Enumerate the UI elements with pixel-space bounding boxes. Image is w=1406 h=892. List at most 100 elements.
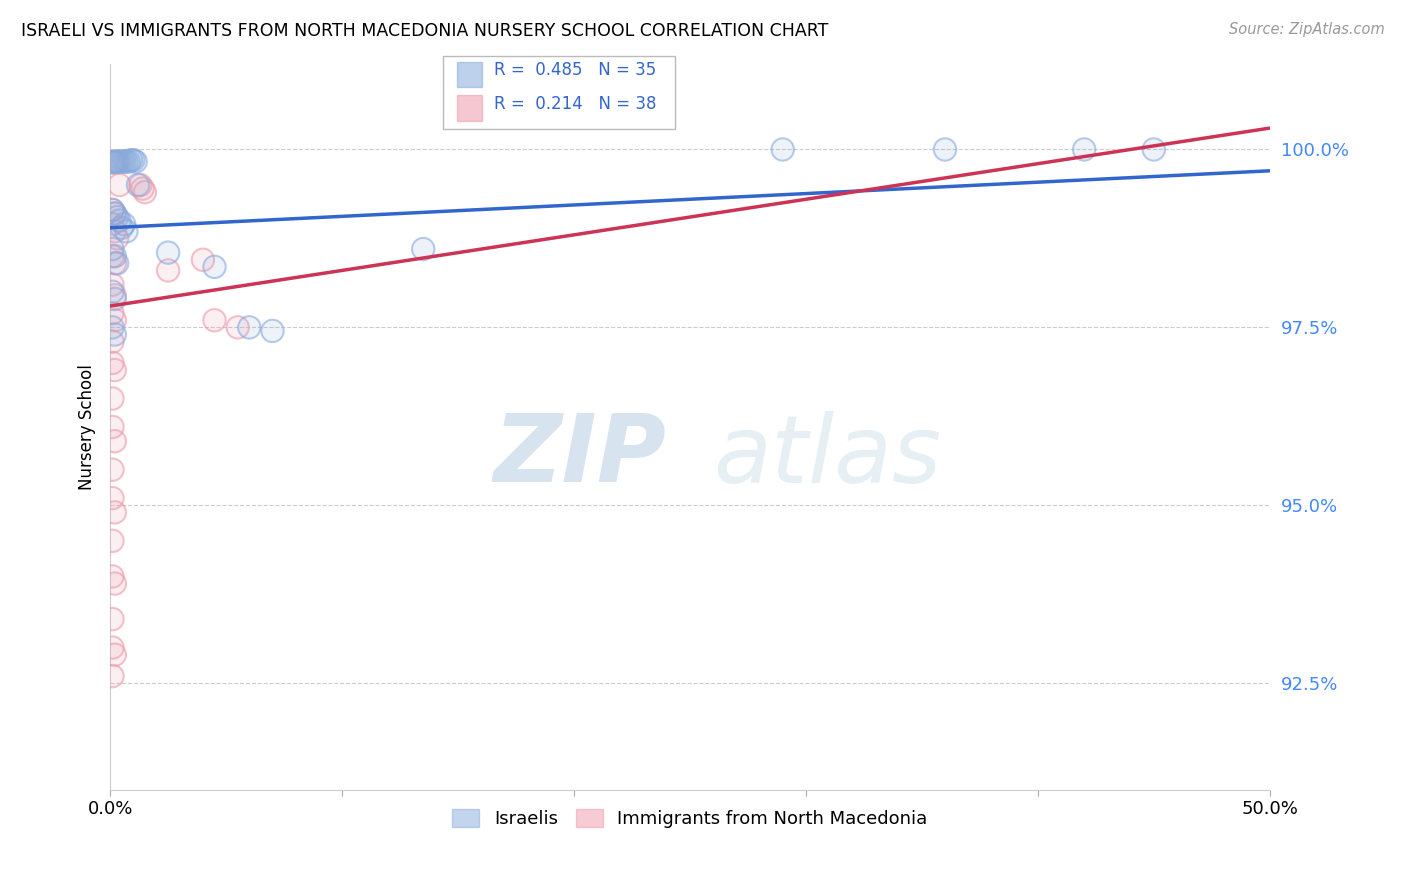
Point bbox=[120, 153, 142, 168]
Point bbox=[105, 154, 128, 169]
Point bbox=[108, 178, 131, 192]
Point bbox=[118, 154, 141, 169]
Text: atlas: atlas bbox=[713, 410, 942, 501]
Point bbox=[101, 612, 124, 626]
Point bbox=[101, 249, 124, 263]
Point bbox=[101, 202, 124, 217]
Point bbox=[104, 505, 127, 519]
Point bbox=[134, 185, 156, 199]
Point bbox=[101, 612, 124, 626]
Point bbox=[115, 154, 138, 169]
Point bbox=[112, 217, 135, 231]
Point bbox=[772, 143, 794, 157]
Point bbox=[101, 491, 124, 505]
Point bbox=[108, 213, 131, 227]
Point bbox=[101, 217, 124, 231]
Point bbox=[104, 434, 127, 449]
Point bbox=[101, 202, 124, 217]
Point bbox=[105, 231, 128, 245]
Point bbox=[101, 320, 124, 334]
Point bbox=[104, 505, 127, 519]
Point bbox=[157, 245, 180, 260]
Point bbox=[108, 178, 131, 192]
Point bbox=[101, 420, 124, 434]
Point bbox=[204, 313, 226, 327]
Point bbox=[204, 313, 226, 327]
Point bbox=[104, 327, 127, 342]
Point bbox=[104, 648, 127, 662]
Point bbox=[101, 217, 124, 231]
Point bbox=[412, 242, 434, 256]
Point bbox=[127, 178, 149, 192]
Text: R =  0.485   N = 35: R = 0.485 N = 35 bbox=[494, 62, 655, 79]
Point bbox=[120, 153, 142, 168]
Point bbox=[105, 256, 128, 270]
Point bbox=[129, 178, 152, 192]
Point bbox=[101, 202, 124, 217]
Point bbox=[124, 154, 146, 169]
Point bbox=[105, 210, 128, 224]
Point bbox=[104, 249, 127, 263]
Point bbox=[101, 334, 124, 349]
Point bbox=[191, 252, 214, 267]
Point bbox=[101, 155, 124, 169]
Point bbox=[262, 324, 284, 338]
Point bbox=[101, 277, 124, 292]
Point bbox=[112, 154, 135, 169]
Point bbox=[111, 220, 134, 235]
Point bbox=[105, 155, 128, 169]
Text: R =  0.214   N = 38: R = 0.214 N = 38 bbox=[494, 95, 657, 113]
Point bbox=[104, 288, 127, 302]
Text: ZIP: ZIP bbox=[494, 410, 666, 502]
Point bbox=[101, 202, 124, 217]
Text: Source: ZipAtlas.com: Source: ZipAtlas.com bbox=[1229, 22, 1385, 37]
Point bbox=[104, 206, 127, 220]
Point bbox=[104, 206, 127, 220]
Point bbox=[1143, 143, 1166, 157]
Point bbox=[157, 263, 180, 277]
Point bbox=[115, 224, 138, 238]
Point bbox=[101, 420, 124, 434]
Legend: Israelis, Immigrants from North Macedonia: Israelis, Immigrants from North Macedoni… bbox=[446, 802, 935, 835]
Point bbox=[131, 181, 153, 195]
Point bbox=[122, 153, 145, 168]
Bar bbox=[457, 62, 482, 87]
Point bbox=[772, 143, 794, 157]
Point bbox=[104, 363, 127, 377]
Point bbox=[101, 392, 124, 406]
Point bbox=[101, 306, 124, 320]
Point bbox=[101, 285, 124, 299]
Point bbox=[134, 185, 156, 199]
Point bbox=[104, 327, 127, 342]
Point bbox=[1143, 143, 1166, 157]
Point bbox=[105, 210, 128, 224]
Point bbox=[204, 260, 226, 274]
FancyBboxPatch shape bbox=[443, 56, 675, 129]
Point bbox=[105, 154, 128, 169]
Point bbox=[934, 143, 956, 157]
Point bbox=[104, 313, 127, 327]
Point bbox=[157, 263, 180, 277]
Point bbox=[104, 256, 127, 270]
Point bbox=[101, 569, 124, 583]
Point bbox=[104, 155, 127, 169]
Point bbox=[101, 306, 124, 320]
Point bbox=[101, 392, 124, 406]
Point bbox=[112, 154, 135, 169]
Point bbox=[111, 220, 134, 235]
Point bbox=[101, 640, 124, 655]
Point bbox=[101, 155, 124, 169]
Point bbox=[101, 463, 124, 477]
Bar bbox=[457, 95, 482, 120]
Point bbox=[101, 669, 124, 683]
Point bbox=[104, 256, 127, 270]
Point bbox=[1073, 143, 1095, 157]
Point bbox=[104, 648, 127, 662]
Point bbox=[124, 154, 146, 169]
Point bbox=[101, 669, 124, 683]
Point bbox=[101, 569, 124, 583]
Point bbox=[101, 242, 124, 256]
Point bbox=[101, 491, 124, 505]
Point bbox=[104, 363, 127, 377]
Point bbox=[104, 154, 127, 169]
